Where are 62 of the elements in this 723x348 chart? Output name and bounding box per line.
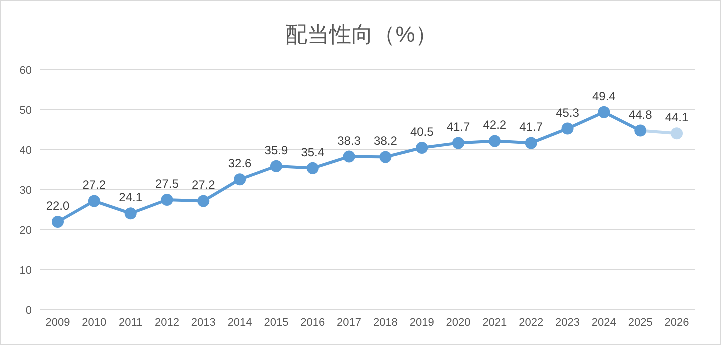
y-tick-label: 60 — [20, 64, 32, 77]
data-label: 32.6 — [228, 156, 252, 171]
y-tick-label: 30 — [20, 184, 32, 197]
x-tick-label: 2024 — [592, 316, 616, 329]
point — [634, 124, 647, 137]
x-tick-label: 2021 — [482, 316, 508, 329]
x-tick-label: 2022 — [519, 316, 544, 329]
data-label: 45.3 — [556, 106, 580, 120]
x-tick-label: 2025 — [628, 316, 653, 329]
point — [88, 195, 100, 208]
x-tick-label: 2023 — [556, 316, 580, 329]
point — [52, 216, 64, 228]
x-tick-label: 2011 — [118, 316, 143, 329]
data-label: 22.0 — [46, 199, 70, 213]
point — [380, 151, 392, 164]
data-label: 24.1 — [119, 190, 143, 205]
x-tick-label: 2020 — [446, 316, 471, 329]
data-label: 42.2 — [483, 118, 507, 132]
x-tick-label: 2012 — [154, 316, 180, 329]
point — [452, 137, 465, 150]
data-label: 38.2 — [374, 134, 398, 148]
data-label: 38.3 — [338, 134, 362, 148]
point — [124, 208, 137, 220]
data-label: 41.7 — [446, 120, 471, 134]
x-tick-label: 2018 — [373, 316, 398, 329]
data-label: 27.5 — [156, 177, 180, 191]
y-tick-label: 10 — [20, 264, 32, 277]
data-label: 49.4 — [592, 89, 616, 104]
point — [161, 194, 174, 206]
data-label: 40.5 — [410, 125, 434, 139]
data-label: 35.9 — [264, 143, 288, 158]
point — [598, 106, 610, 118]
x-tick-label: 2026 — [664, 316, 690, 329]
x-tick-label: 2015 — [264, 316, 289, 329]
point — [525, 137, 538, 150]
data-label: 44.8 — [628, 108, 653, 122]
point — [562, 122, 574, 135]
point — [671, 128, 683, 140]
data-label: 44.1 — [665, 110, 689, 125]
point — [343, 150, 356, 163]
y-tick-label: 40 — [20, 144, 32, 157]
point — [306, 162, 319, 174]
x-tick-label: 2017 — [337, 316, 362, 329]
data-label: 27.2 — [192, 178, 216, 192]
data-label: 27.2 — [82, 178, 106, 192]
y-tick-label: 0 — [26, 304, 32, 317]
x-tick-label: 2019 — [410, 316, 434, 329]
point — [488, 135, 501, 148]
point — [198, 195, 210, 208]
x-tick-label: 2013 — [191, 316, 216, 329]
point — [416, 142, 428, 154]
chart-title: 配当性向（%） — [284, 21, 438, 49]
x-tick-label: 2009 — [46, 316, 70, 329]
data-label: 35.4 — [301, 145, 325, 160]
y-tick-label: 20 — [20, 224, 32, 237]
x-tick-label: 2010 — [82, 316, 107, 329]
y-tick-label: 50 — [20, 104, 32, 117]
point — [234, 174, 246, 186]
point — [270, 160, 282, 172]
data-label: 41.7 — [520, 120, 544, 134]
x-tick-label: 2016 — [300, 316, 326, 329]
x-tick-label: 2014 — [228, 316, 252, 329]
